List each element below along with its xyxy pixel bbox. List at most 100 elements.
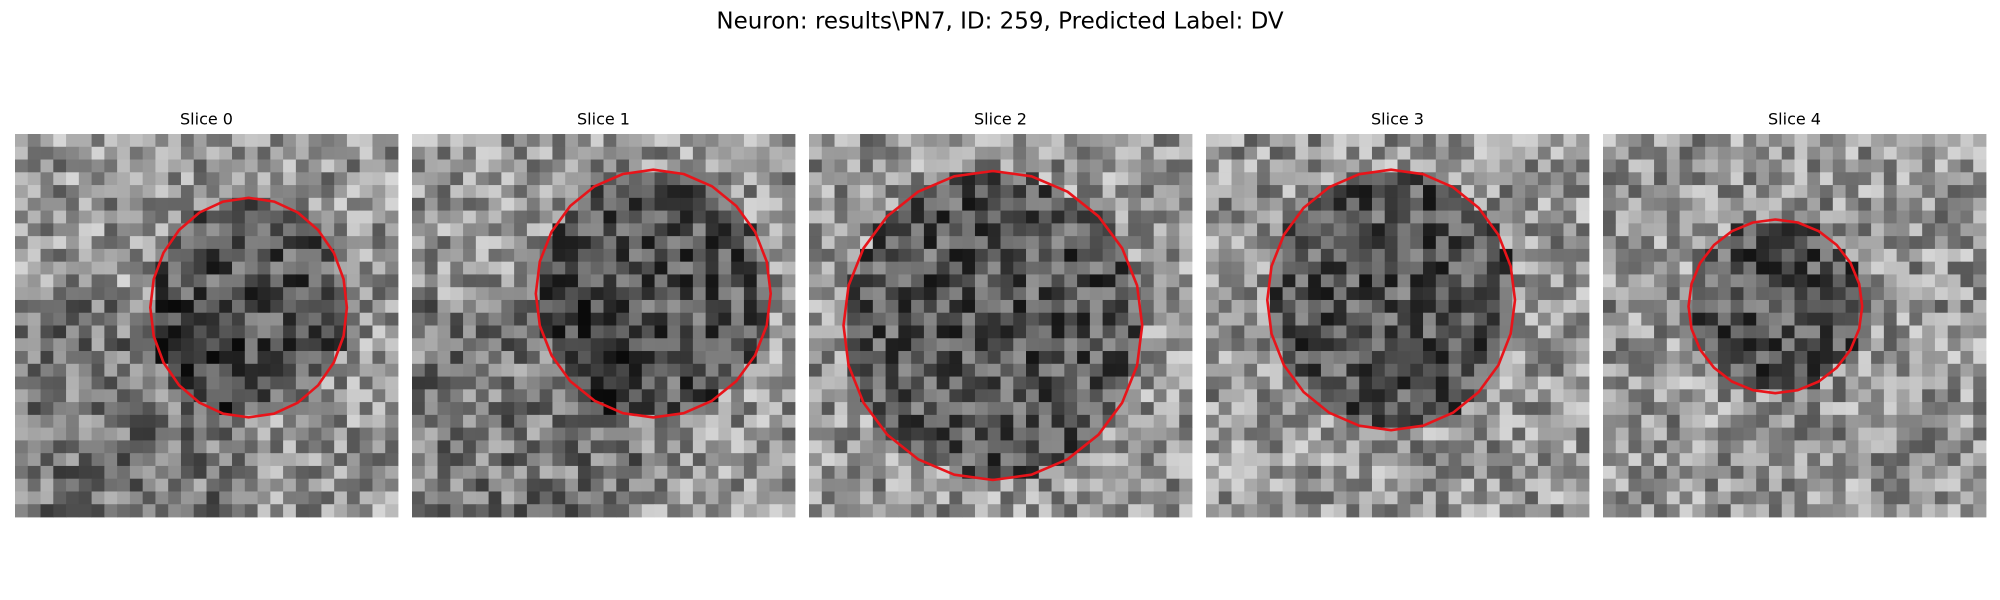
pixel	[270, 325, 284, 339]
pixel	[1397, 453, 1411, 467]
pixel	[936, 312, 950, 326]
pixel	[692, 325, 707, 339]
pixel	[334, 491, 348, 505]
pixel	[1820, 287, 1834, 301]
pixel	[359, 389, 373, 403]
pixel	[1871, 363, 1885, 377]
pixel	[1282, 261, 1296, 275]
pixel	[437, 172, 451, 186]
pixel	[847, 414, 861, 429]
pixel	[1218, 363, 1232, 377]
pixel	[372, 299, 386, 314]
pixel	[860, 504, 874, 518]
pixel	[142, 427, 156, 441]
pixel	[1000, 414, 1014, 429]
pixel	[1883, 312, 1898, 326]
pixel	[1794, 287, 1808, 301]
pixel	[1269, 146, 1283, 160]
pixel	[1512, 376, 1526, 390]
pixel	[1410, 351, 1424, 365]
pixel	[565, 351, 579, 365]
pixel	[616, 376, 630, 390]
pixel	[40, 427, 54, 441]
pixel	[91, 491, 105, 505]
pixel	[1641, 261, 1655, 275]
pixel	[1474, 172, 1488, 186]
pixel	[168, 376, 182, 390]
pixel	[244, 504, 258, 518]
pixel	[1934, 197, 1949, 211]
pixel	[232, 414, 246, 429]
pixel	[1537, 440, 1552, 454]
pixel	[847, 478, 861, 492]
pixel	[78, 312, 92, 326]
pixel	[283, 287, 297, 301]
pixel	[1179, 453, 1193, 467]
pixel	[847, 351, 861, 365]
pixel	[769, 465, 783, 480]
pixel	[526, 440, 541, 454]
pixel	[475, 146, 489, 160]
pixel	[1705, 478, 1719, 492]
pixel	[987, 427, 1001, 441]
pixel	[1153, 210, 1167, 224]
pixel	[78, 363, 92, 377]
pixel	[1883, 159, 1898, 173]
pixel	[1231, 185, 1245, 199]
pixel	[1845, 299, 1859, 314]
pixel	[475, 223, 489, 237]
pixel	[295, 312, 310, 326]
pixel	[616, 134, 630, 148]
pixel	[1679, 172, 1693, 186]
pixel	[1384, 325, 1398, 339]
pixel	[565, 248, 579, 263]
pixel	[718, 363, 732, 377]
pixel	[117, 325, 131, 339]
pixel	[1000, 338, 1014, 352]
pixel	[1333, 402, 1347, 416]
pixel	[552, 504, 566, 518]
pixel	[437, 223, 451, 237]
pixel	[91, 248, 105, 263]
pixel	[142, 414, 156, 429]
pixel	[1013, 210, 1027, 224]
pixel	[1435, 274, 1449, 288]
pixel	[1295, 491, 1309, 505]
pixel	[1435, 389, 1449, 403]
pixel	[1397, 159, 1411, 173]
pixel	[1947, 338, 1961, 352]
pixel	[552, 274, 566, 288]
pixel	[193, 351, 207, 365]
pixel	[1896, 159, 1910, 173]
pixel	[1576, 134, 1590, 148]
pixel	[1206, 389, 1220, 403]
pixel	[1461, 261, 1475, 275]
pixel	[295, 440, 310, 454]
pixel	[1384, 261, 1398, 275]
pixel	[1499, 453, 1513, 467]
pixel	[603, 325, 617, 339]
pixel	[974, 146, 989, 160]
pixel	[898, 453, 912, 467]
pixel	[1461, 402, 1475, 416]
pixel	[898, 338, 912, 352]
pixel	[1883, 389, 1898, 403]
pixel	[1563, 159, 1577, 173]
pixel	[463, 453, 477, 467]
pixel	[1537, 197, 1552, 211]
pixel	[1550, 325, 1564, 339]
pixel	[66, 478, 80, 492]
pixel	[590, 236, 604, 250]
pixel	[834, 402, 848, 416]
pixel	[1102, 325, 1116, 339]
pixel	[206, 325, 220, 339]
pixel	[872, 299, 886, 314]
pixel	[219, 146, 233, 160]
pixel	[1000, 197, 1014, 211]
pixel	[424, 210, 438, 224]
pixel	[155, 465, 169, 480]
pixel	[475, 338, 489, 352]
pixel	[1934, 376, 1949, 390]
pixel	[616, 440, 630, 454]
pixel	[1423, 402, 1437, 416]
